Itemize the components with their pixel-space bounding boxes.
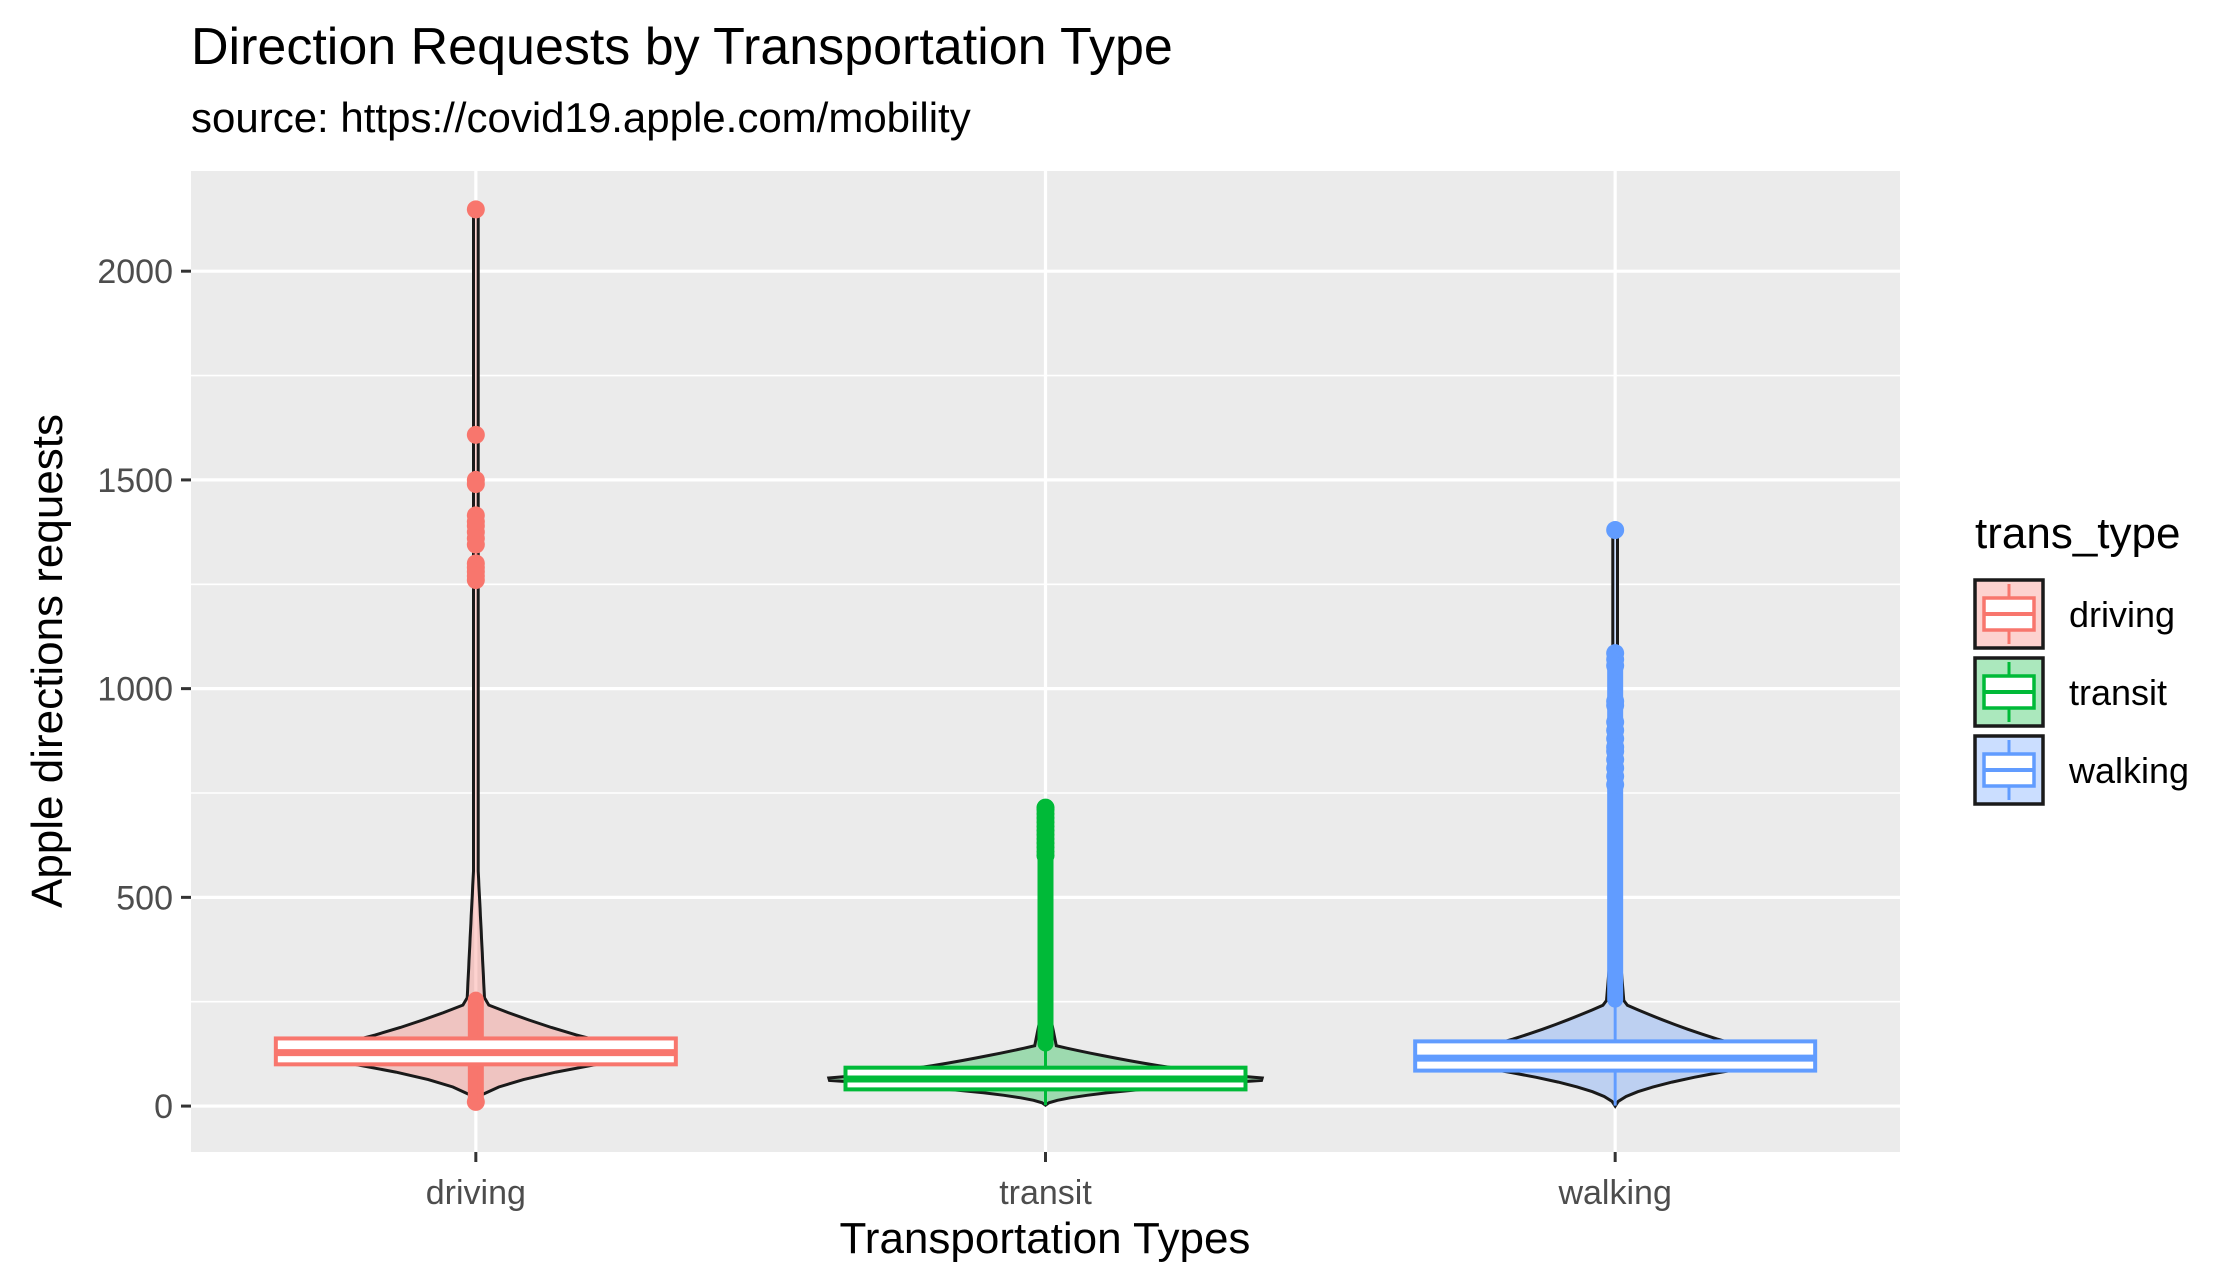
x-tick-label: walking xyxy=(1557,1174,1671,1212)
legend-label-walking: walking xyxy=(2068,750,2189,791)
x-tick-label: driving xyxy=(426,1174,526,1212)
outliers xyxy=(466,200,1625,1111)
outlier-point xyxy=(466,535,485,554)
outlier-point xyxy=(466,571,485,590)
y-tick-label: 500 xyxy=(116,879,173,917)
legend-title: trans_type xyxy=(1975,509,2180,558)
outlier-point xyxy=(466,425,485,444)
legend-label-transit: transit xyxy=(2069,672,2167,713)
outlier-point xyxy=(466,475,485,494)
y-tick-label: 1500 xyxy=(97,462,173,500)
x-axis-title: Transportation Types xyxy=(840,1214,1251,1263)
outlier-point xyxy=(1036,846,1055,865)
outlier-point xyxy=(1606,696,1625,715)
chart-subtitle: source: https://covid19.apple.com/mobili… xyxy=(191,94,971,141)
boxes xyxy=(273,999,1818,1106)
y-axis: 0 500 1000 1500 2000 xyxy=(97,253,191,1126)
y-tick-label: 2000 xyxy=(97,253,173,291)
legend: driving transit walking xyxy=(1973,578,2189,806)
outlier-point xyxy=(1606,775,1625,794)
y-axis-title: Apple directions requests xyxy=(23,414,72,908)
chart-title: Direction Requests by Transportation Typ… xyxy=(191,18,1173,76)
y-tick-label: 1000 xyxy=(97,671,173,709)
legend-label-driving: driving xyxy=(2069,594,2175,635)
outlier-point xyxy=(1606,656,1625,675)
x-axis: driving transit walking xyxy=(426,1152,1672,1212)
outlier-point xyxy=(1606,521,1625,540)
y-tick-label: 0 xyxy=(154,1088,173,1126)
x-tick-label: transit xyxy=(999,1174,1092,1212)
outlier-point xyxy=(466,200,485,219)
